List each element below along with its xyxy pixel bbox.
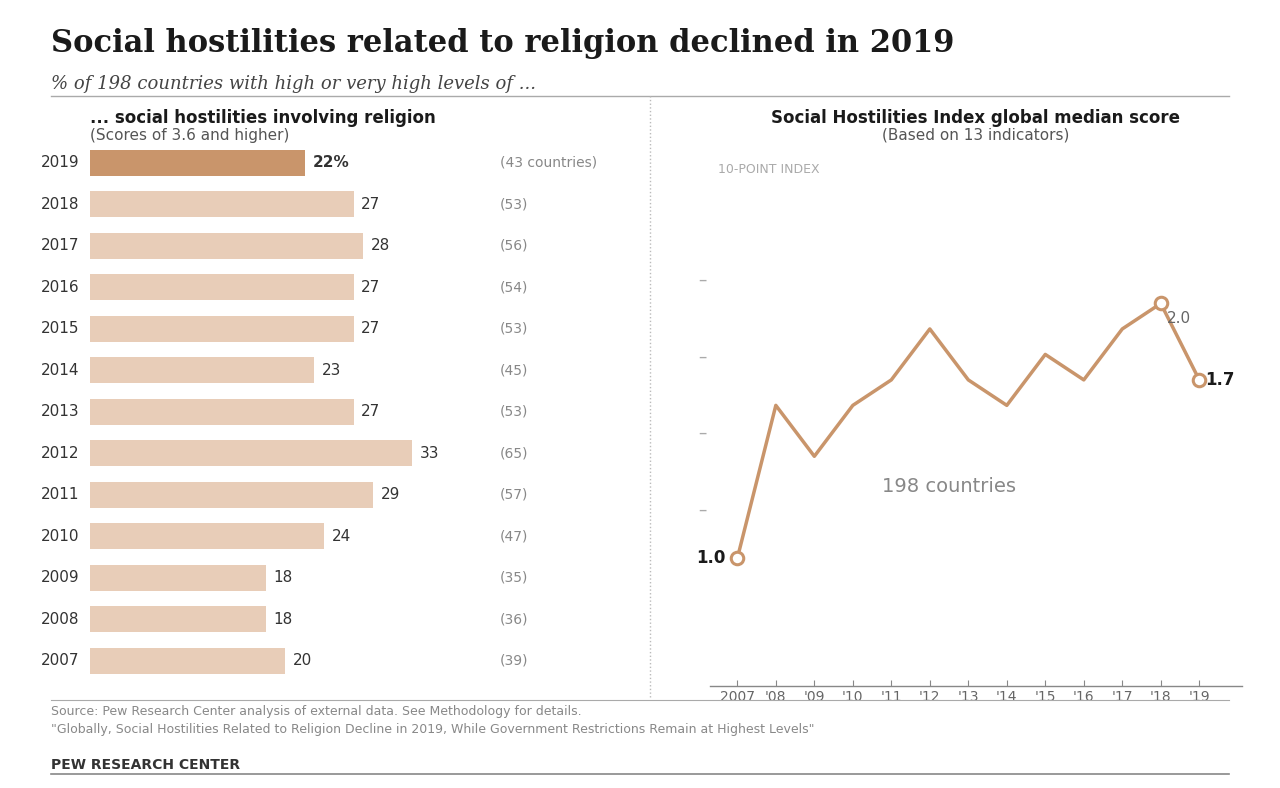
Text: (56): (56) (500, 239, 529, 253)
Bar (90, 358, 315, 383)
Bar (90, 316, 353, 342)
Bar (90, 274, 353, 300)
Text: 28: 28 (371, 238, 390, 253)
Text: 2010: 2010 (41, 529, 79, 544)
Text: (53): (53) (500, 197, 529, 211)
Text: (Scores of 3.6 and higher): (Scores of 3.6 and higher) (90, 128, 289, 143)
Text: (35): (35) (500, 571, 529, 585)
Text: 2.0: 2.0 (1166, 311, 1190, 326)
Text: 18: 18 (274, 571, 293, 585)
Text: 2008: 2008 (41, 611, 79, 626)
Text: % of 198 countries with high or very high levels of ...: % of 198 countries with high or very hig… (51, 75, 536, 93)
Text: (47): (47) (500, 530, 529, 543)
Bar (90, 481, 372, 507)
Text: 2012: 2012 (41, 446, 79, 461)
Text: 2011: 2011 (41, 487, 79, 502)
Bar (90, 399, 353, 425)
Text: 10-POINT INDEX: 10-POINT INDEX (718, 163, 819, 177)
Text: "Globally, Social Hostilities Related to Religion Decline in 2019, While Governm: "Globally, Social Hostilities Related to… (51, 723, 814, 736)
Text: 2009: 2009 (41, 571, 79, 585)
Text: (65): (65) (500, 446, 529, 460)
Text: (36): (36) (500, 612, 529, 626)
Text: 18: 18 (274, 611, 293, 626)
Text: 2014: 2014 (41, 362, 79, 377)
Text: 23: 23 (323, 362, 342, 377)
Text: Social hostilities related to religion declined in 2019: Social hostilities related to religion d… (51, 28, 955, 58)
Bar (90, 233, 364, 258)
Text: 20: 20 (293, 653, 312, 668)
Text: (53): (53) (500, 405, 529, 418)
Text: Source: Pew Research Center analysis of external data. See Methodology for detai: Source: Pew Research Center analysis of … (51, 705, 582, 718)
Text: PEW RESEARCH CENTER: PEW RESEARCH CENTER (51, 758, 241, 772)
Text: (43 countries): (43 countries) (500, 156, 598, 169)
Text: 2016: 2016 (41, 280, 79, 295)
Text: 198 countries: 198 countries (882, 478, 1016, 496)
Bar (90, 191, 353, 217)
Text: 1.7: 1.7 (1204, 371, 1234, 389)
Bar (90, 440, 412, 466)
Text: 27: 27 (361, 404, 380, 419)
Text: 1.0: 1.0 (696, 549, 726, 567)
Text: 24: 24 (332, 529, 351, 544)
Text: Social Hostilities Index global median score: Social Hostilities Index global median s… (771, 109, 1180, 127)
Text: (57): (57) (500, 488, 529, 502)
Text: (39): (39) (500, 654, 529, 667)
Bar (90, 565, 265, 590)
Text: (53): (53) (500, 322, 529, 336)
Text: 2018: 2018 (41, 197, 79, 212)
Text: 27: 27 (361, 197, 380, 212)
Text: 2015: 2015 (41, 322, 79, 336)
Text: 33: 33 (420, 446, 439, 461)
Text: (54): (54) (500, 281, 529, 294)
Bar (90, 606, 265, 632)
Text: 27: 27 (361, 322, 380, 336)
Text: 2017: 2017 (41, 238, 79, 253)
Text: ... social hostilities involving religion: ... social hostilities involving religio… (90, 109, 435, 127)
Bar (90, 523, 324, 549)
Text: 29: 29 (381, 487, 401, 502)
Text: (45): (45) (500, 363, 529, 377)
Text: 2007: 2007 (41, 653, 79, 668)
Text: 22%: 22% (312, 155, 349, 170)
Bar (90, 648, 285, 674)
Text: 27: 27 (361, 280, 380, 295)
Bar (90, 150, 305, 176)
Text: (Based on 13 indicators): (Based on 13 indicators) (882, 128, 1069, 143)
Text: 2013: 2013 (41, 404, 79, 419)
Text: 2019: 2019 (41, 155, 79, 170)
